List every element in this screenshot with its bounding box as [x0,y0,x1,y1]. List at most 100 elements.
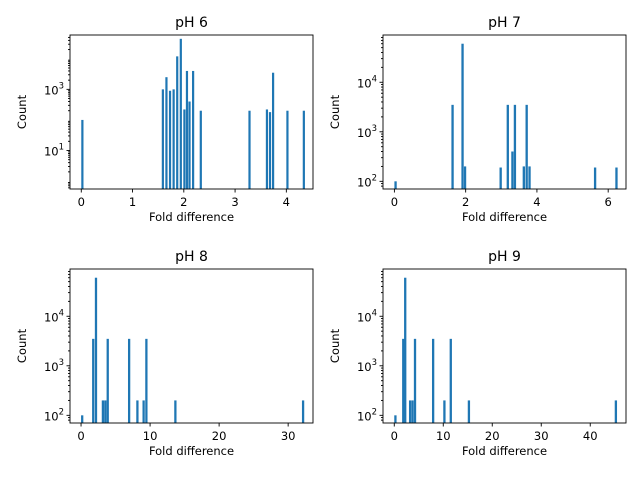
histogram-bar [268,112,272,189]
histogram-bar [174,400,177,423]
histogram-bar [525,104,528,189]
histogram-bar [165,77,168,189]
histogram-bar [461,43,464,189]
histogram-bar [302,110,305,189]
x-axis-label: Fold difference [149,444,234,458]
y-tick-label: 104 [44,308,64,324]
subplot-2: 0 2 4 6 102 103 104 pH 7 Fold difference Count [328,15,627,224]
histogram-bar [463,166,467,189]
y-tick-label: 104 [357,74,377,90]
histogram-bar [528,166,531,189]
x-tick-label: 0 [78,195,85,209]
subplot-title: pH 7 [488,15,521,31]
histogram-bar [136,400,139,423]
x-tick-label: 30 [534,429,549,443]
x-axis-label: Fold difference [462,444,547,458]
y-axis-label: Count [328,94,342,129]
histogram-bar [92,338,95,423]
x-tick-label: 30 [281,429,296,443]
subplot-4: 0 10 20 30 40 102 103 104 pH 9 Fold difference Cou… [328,249,627,458]
subplot-title: pH 8 [175,249,208,265]
histogram-bar [127,338,131,423]
histogram-bar [411,400,414,423]
x-tick-label: 0 [77,429,84,443]
x-tick-label: 4 [283,195,290,209]
x-tick-label: 10 [143,429,158,443]
subplot-3: 0 10 20 30 102 103 104 pH 8 Fold difference Count [15,249,314,458]
y-tick-label: 103 [44,81,64,97]
histogram-bar [176,56,179,190]
histogram-bar [443,400,446,423]
subplot-title: pH 9 [488,249,521,265]
y-tick-label: 103 [357,124,377,140]
x-tick-label: 2 [180,195,187,209]
x-tick-label: 6 [605,195,612,209]
histogram-bar [94,277,98,423]
histogram-bar [511,151,514,189]
histogram-bar [81,119,84,189]
x-tick-label: 0 [391,429,398,443]
histogram-bar [449,338,452,423]
histogram-bar [185,70,189,189]
histogram-bar [81,415,84,423]
histogram-bar [161,89,164,189]
x-tick-label: 10 [436,429,451,443]
histogram-bar [168,90,172,189]
x-tick-label: 1 [129,195,136,209]
histogram-bar [183,109,186,189]
histogram-bar [106,338,109,423]
subplot-title: pH 6 [175,15,208,31]
plot-frame [69,268,314,424]
histogram-bar [286,110,289,189]
histogram-bar [506,104,509,189]
y-tick-label: 102 [357,407,377,423]
y-axis-label: Count [15,94,29,129]
y-tick-label: 104 [357,308,377,324]
histogram-bar [188,101,191,189]
histogram-bar [172,89,175,189]
histogram-bar [614,400,618,423]
plot-frame [382,268,627,424]
x-tick-label: 40 [583,429,598,443]
x-tick-label: 20 [485,429,500,443]
histogram-bar [104,400,107,423]
histogram-bar [408,400,412,423]
x-tick-label: 3 [231,195,238,209]
histogram-bar [394,181,397,189]
histogram-bar [248,110,251,189]
x-tick-label: 2 [462,195,469,209]
histogram-bar [199,110,202,189]
plot-frame [69,34,314,190]
y-axis-label: Count [15,328,29,363]
plot-frame [382,34,627,190]
histogram-bar [413,338,417,423]
x-tick-label: 0 [391,195,398,209]
histogram-bar [593,167,597,189]
histogram-bar [179,38,182,189]
histogram-bar [404,277,407,423]
histogram-bar [192,70,195,189]
histogram-bar [451,104,454,189]
histogram-bar [101,400,105,423]
y-tick-label: 103 [44,358,64,374]
histogram-bar [301,400,305,423]
y-axis-label: Count [328,328,342,363]
histogram-bar [513,104,517,189]
histogram-bar [394,415,397,423]
x-axis-label: Fold difference [149,210,234,224]
y-tick-label: 102 [357,173,377,189]
histogram-bar [402,338,405,423]
x-axis-label: Fold difference [462,210,547,224]
histogram-bar [265,109,269,189]
histogram-bar [522,166,525,189]
y-tick-label: 103 [357,358,377,374]
histogram-bar [499,167,502,189]
histogram-bar [467,400,471,423]
y-tick-label: 101 [44,142,64,158]
x-tick-label: 4 [533,195,540,209]
subplot-1: 0 1 2 3 4 101 103 pH 6 Fold difference Count [15,15,314,224]
histogram-bar [142,400,145,423]
y-tick-label: 102 [44,407,64,423]
histogram-bar [145,338,148,423]
